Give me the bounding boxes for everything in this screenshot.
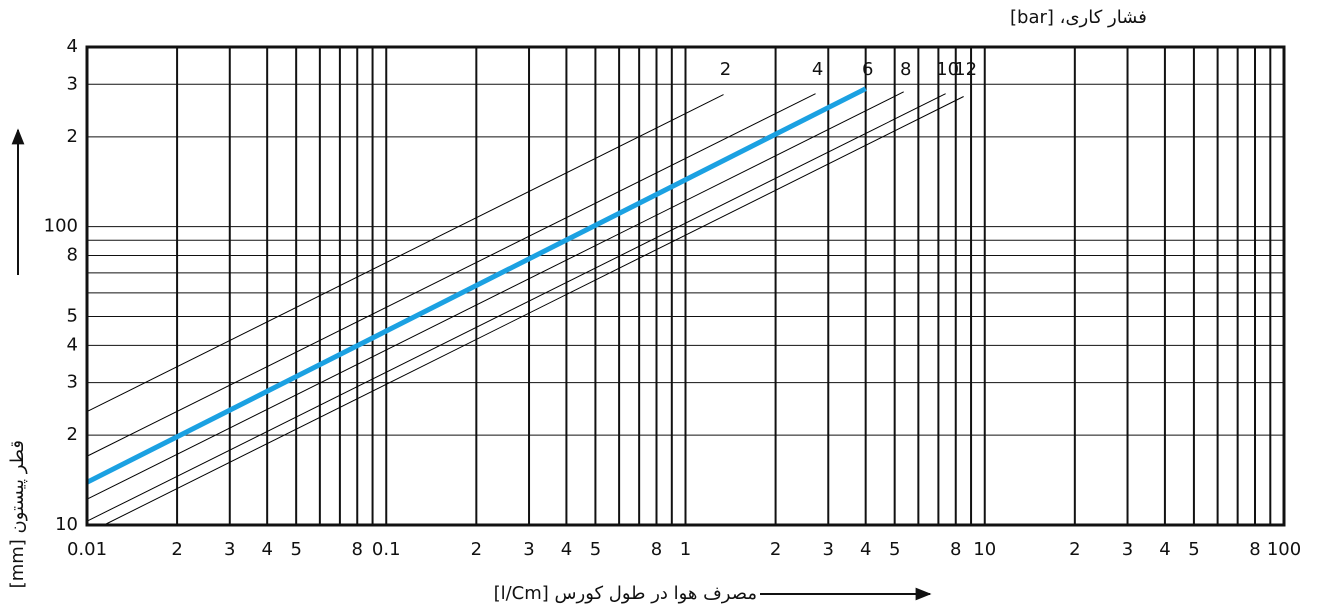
x-tick-label: 3 xyxy=(523,539,534,560)
y-tick-label: 5 xyxy=(67,305,78,326)
y-tick-label: 2 xyxy=(67,424,78,445)
chart-title: فشار کاری، [bar] xyxy=(1010,7,1147,28)
x-tick-label: 2 xyxy=(171,539,182,560)
series-line xyxy=(86,94,724,413)
series-line xyxy=(86,91,904,500)
series-label: 2 xyxy=(720,59,731,80)
x-tick-label: 0.01 xyxy=(67,539,107,560)
x-tick-label: 8 xyxy=(651,539,662,560)
x-tick-label: 0.1 xyxy=(372,539,401,560)
x-tick-label: 5 xyxy=(290,539,301,560)
x-tick-label: 100 xyxy=(1267,539,1301,560)
series-label: 8 xyxy=(900,59,911,80)
y-tick-label: 3 xyxy=(67,73,78,94)
x-tick-label: 8 xyxy=(950,539,961,560)
x-tick-label: 4 xyxy=(1159,539,1170,560)
y-tick-label: 100 xyxy=(44,216,78,237)
x-tick-label: 5 xyxy=(1188,539,1199,560)
series-line xyxy=(103,96,964,526)
y-tick-label: 3 xyxy=(67,372,78,393)
y-axis-label: قطر پیستون [mm] xyxy=(7,440,28,588)
x-tick-label: 10 xyxy=(973,539,996,560)
series-label: 4 xyxy=(812,59,823,80)
y-tick-label: 4 xyxy=(67,36,78,57)
x-tick-label: 3 xyxy=(823,539,834,560)
plot-frame xyxy=(85,45,1286,527)
series-label: 12 xyxy=(954,59,977,80)
x-tick-label: 4 xyxy=(561,539,572,560)
x-tick-label: 4 xyxy=(860,539,871,560)
x-tick-label: 3 xyxy=(1122,539,1133,560)
x-tick-label: 8 xyxy=(1249,539,1260,560)
x-tick-label: 5 xyxy=(590,539,601,560)
series-label: 10 xyxy=(936,59,959,80)
y-tick-label: 4 xyxy=(67,334,78,355)
x-tick-label: 5 xyxy=(889,539,900,560)
y-tick-label: 10 xyxy=(55,514,78,535)
x-tick-label: 2 xyxy=(770,539,781,560)
x-tick-label: 4 xyxy=(261,539,272,560)
x-tick-label: 3 xyxy=(224,539,235,560)
x-tick-label: 2 xyxy=(471,539,482,560)
y-tick-label: 8 xyxy=(67,245,78,266)
x-tick-label: 8 xyxy=(352,539,363,560)
x-tick-label: 1 xyxy=(680,539,691,560)
series-line xyxy=(86,93,946,522)
y-tick-label: 2 xyxy=(67,126,78,147)
x-axis-label: مصرف هوا در طول کورس [l/Cm] xyxy=(494,583,757,604)
series-line xyxy=(85,86,867,485)
x-tick-label: 2 xyxy=(1069,539,1080,560)
series-line xyxy=(86,93,816,457)
series-label: 6 xyxy=(862,59,873,80)
